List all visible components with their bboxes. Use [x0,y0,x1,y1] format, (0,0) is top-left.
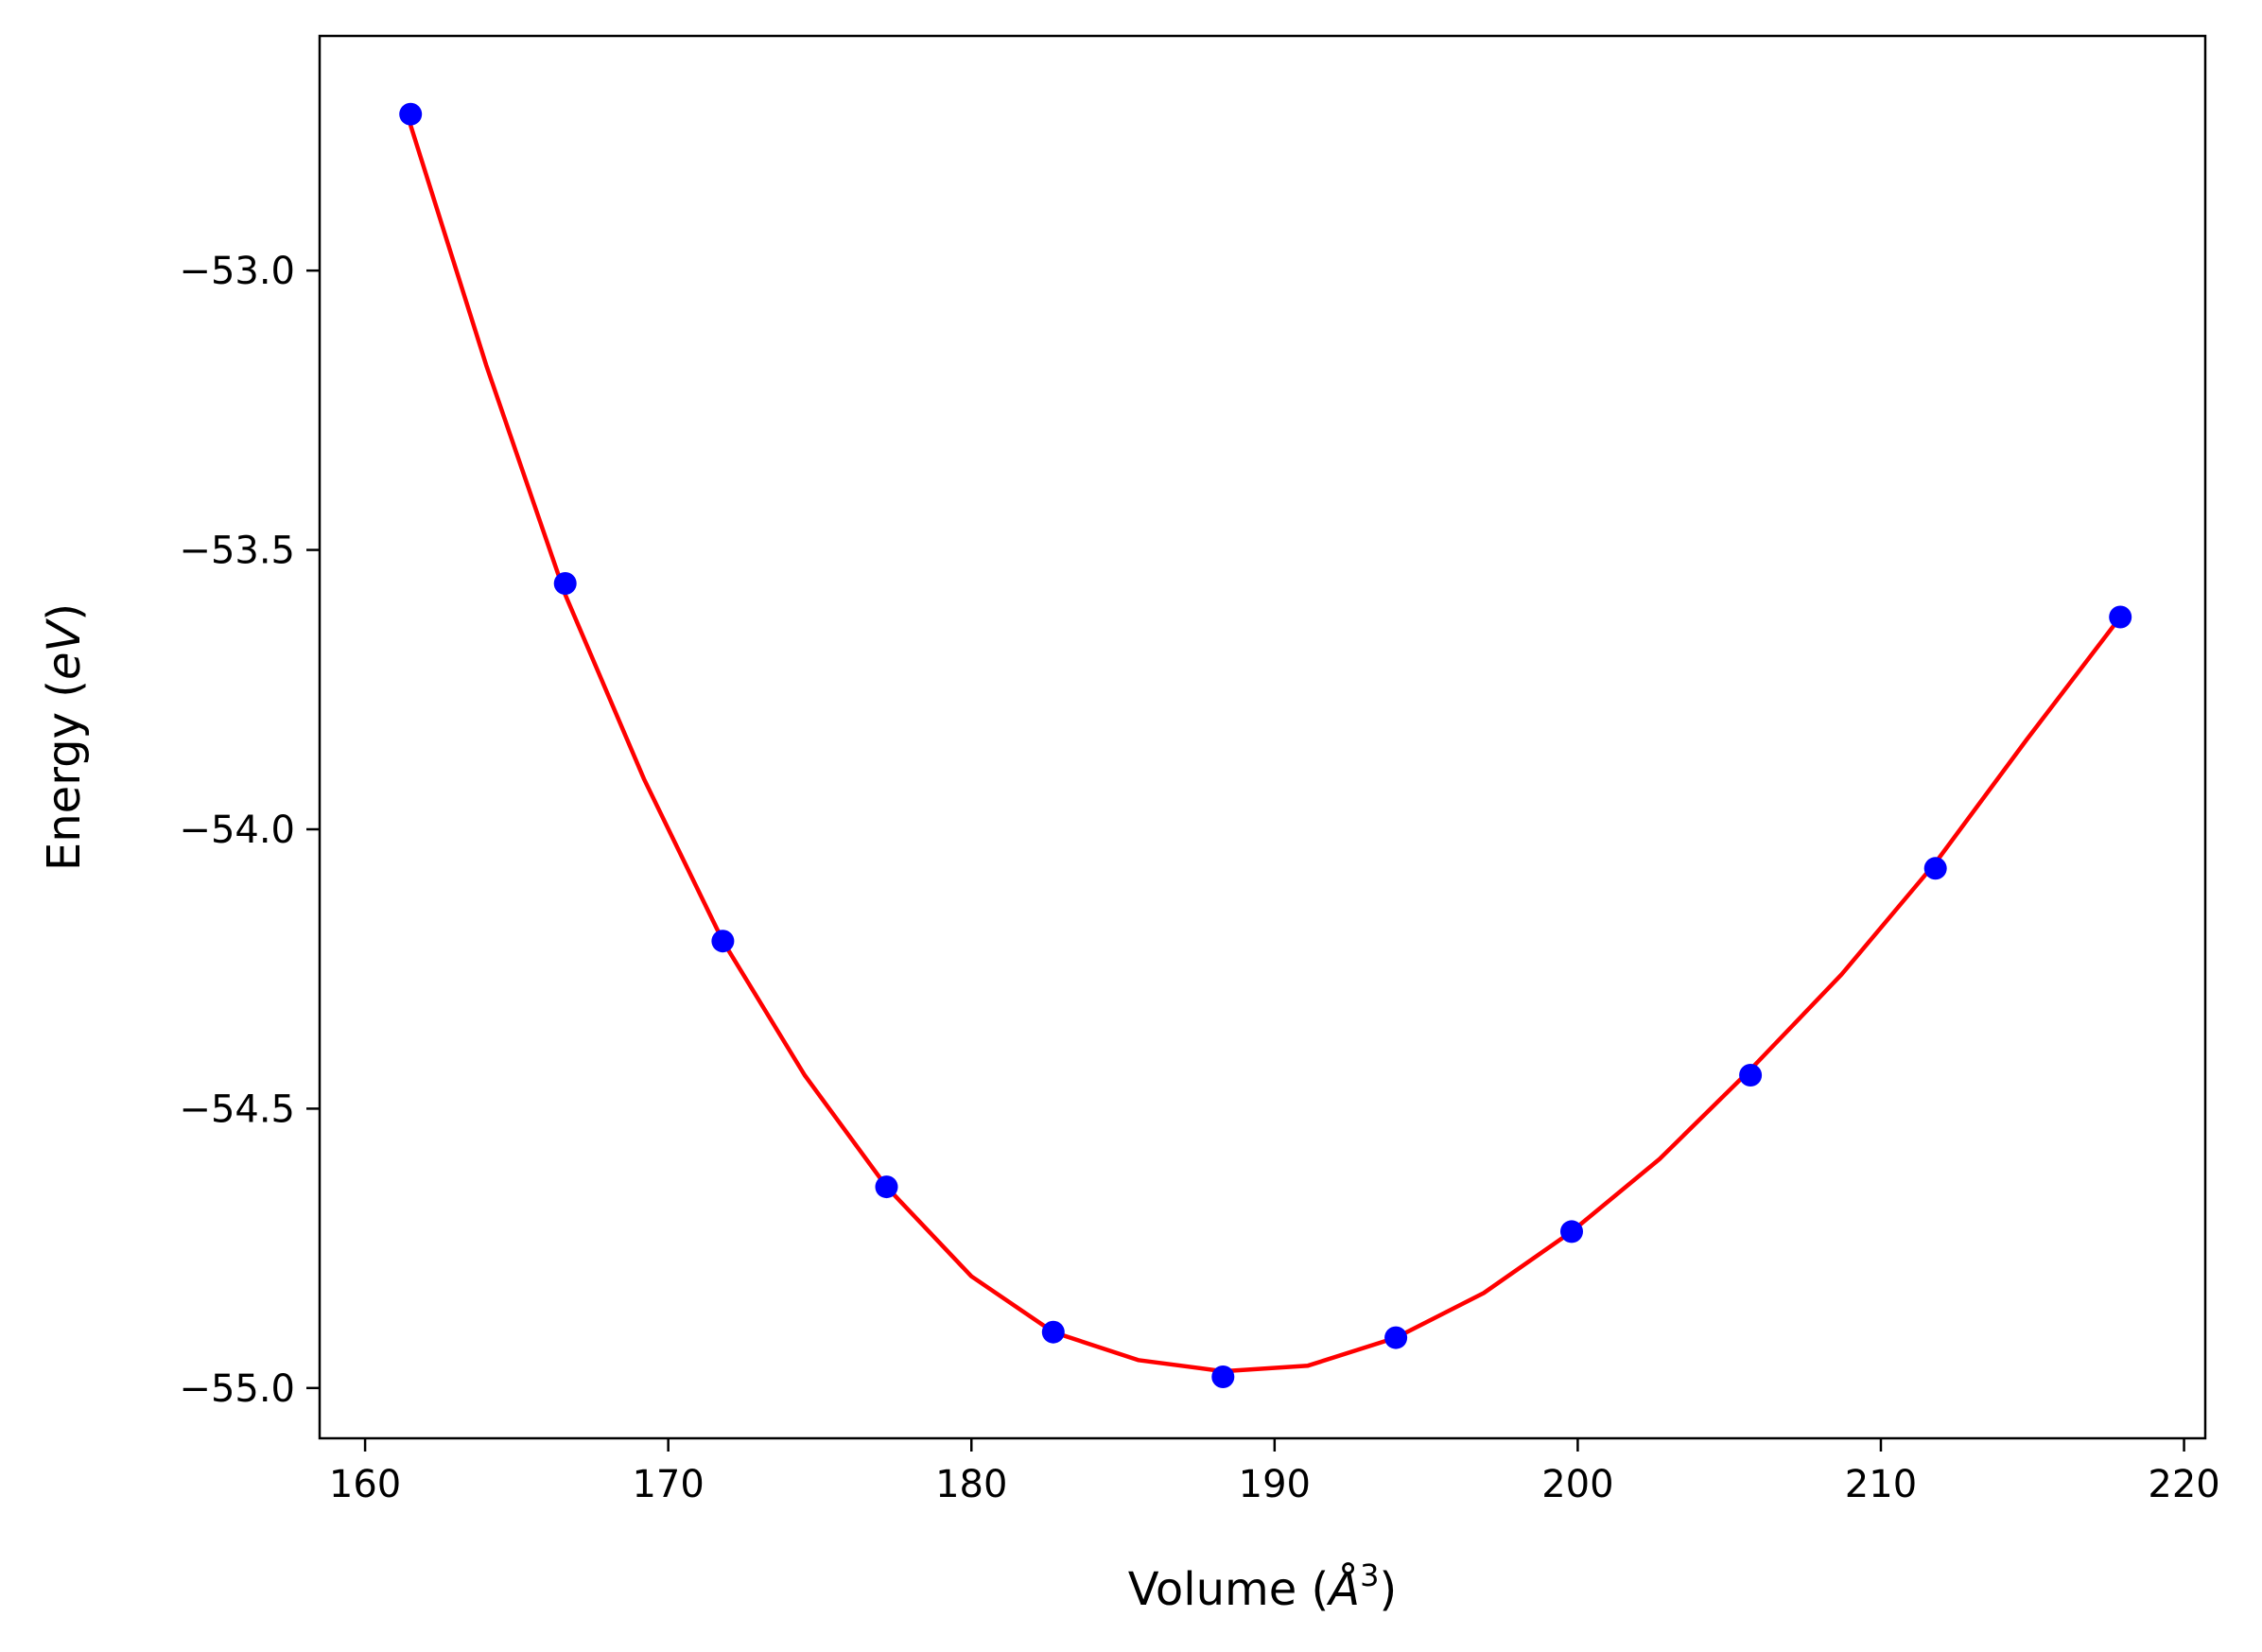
data-point [1211,1365,1235,1388]
y-tick-label: −53.5 [179,530,295,573]
x-tick-label: 200 [1541,1463,1613,1506]
x-axis-label-close: ) [1379,1563,1397,1616]
x-tick-label: 190 [1239,1463,1311,1506]
y-axis-label-text: Energy ( [38,680,91,871]
plot-layer [399,102,2132,1388]
data-point [1041,1320,1065,1344]
plot-frame [318,34,2207,1440]
y-tick-label: −55.0 [179,1367,295,1411]
x-axis-label-exponent: 3 [1360,1557,1379,1593]
y-axis: −53.0 −53.5 −54.0 −54.5 −55.0 [179,250,320,1411]
y-axis-label-close: ) [38,603,91,621]
data-point [399,102,423,126]
data-point [2109,605,2132,629]
y-tick-label: −54.0 [179,809,295,852]
data-point [1923,857,1947,880]
x-axis-label: Volume (Å3) [1128,1557,1397,1616]
y-axis-label-symbol: eV [38,618,91,681]
x-tick-label: 160 [329,1463,401,1506]
data-point [553,572,577,595]
data-point [711,930,735,953]
data-point [875,1175,898,1199]
y-tick-label: −54.5 [179,1087,295,1131]
x-axis-label-text: Volume ( [1128,1563,1330,1616]
x-tick-label: 210 [1845,1463,1917,1506]
x-tick-label: 220 [2148,1463,2219,1506]
x-axis: 160 170 180 190 200 210 220 [329,1438,2220,1506]
data-point [1739,1064,1763,1087]
x-tick-label: 170 [632,1463,704,1506]
x-axis-label-symbol: Å [1326,1562,1360,1616]
y-axis-label: Energy (eV) [38,603,91,871]
data-point [1560,1220,1583,1243]
y-tick-label: −53.0 [179,250,295,293]
x-tick-label: 180 [935,1463,1007,1506]
data-point [1384,1326,1408,1349]
